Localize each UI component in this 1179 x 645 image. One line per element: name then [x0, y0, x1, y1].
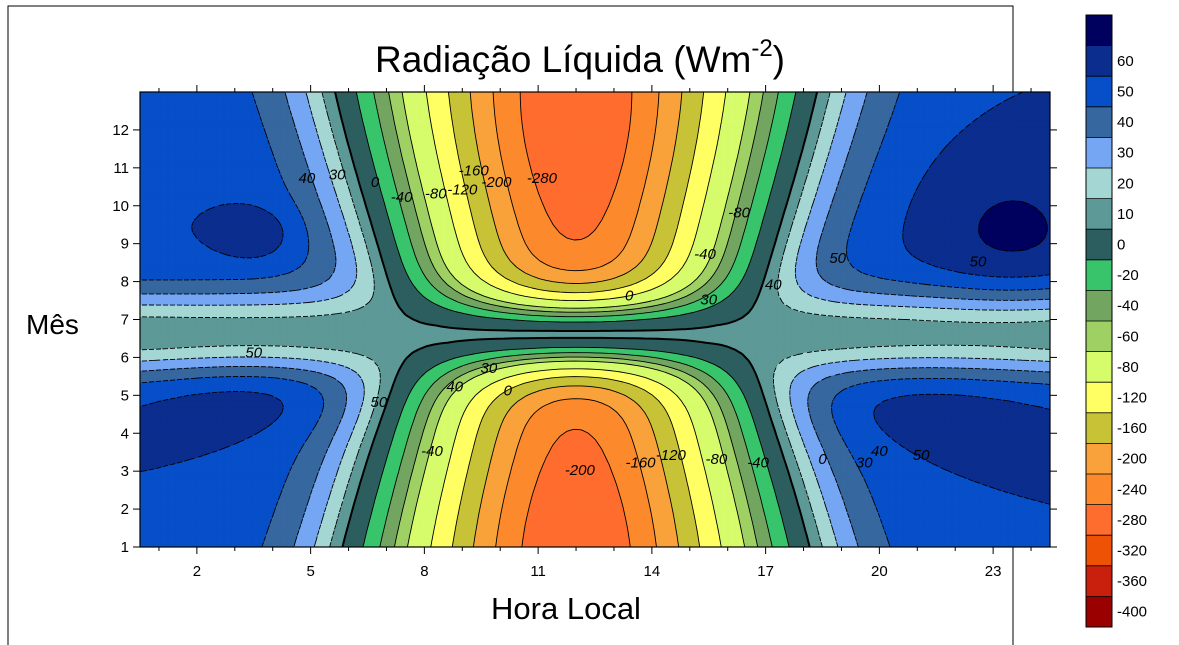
contour-label: -120 [447, 182, 478, 199]
legend-label: 0 [1117, 237, 1125, 254]
y-tick-label: 8 [121, 274, 129, 291]
x-tick-label: 5 [306, 563, 314, 580]
contour-label: 0 [625, 288, 634, 305]
legend-label: -60 [1117, 328, 1139, 345]
legend-label: -200 [1117, 451, 1147, 468]
legend-label: 30 [1117, 145, 1134, 162]
contour-label: 40 [298, 170, 315, 187]
y-tick-label: 6 [121, 349, 129, 366]
legend-swatch [1086, 107, 1112, 138]
legend-label: -160 [1117, 420, 1147, 437]
y-tick-label: 2 [121, 501, 129, 518]
contour-label: 40 [765, 276, 782, 293]
legend-label: -280 [1117, 512, 1147, 529]
x-axis-label: Hora Local [491, 591, 641, 626]
y-tick-label: 10 [112, 198, 129, 215]
contour-label: -40 [421, 443, 443, 460]
y-tick-label: 1 [121, 539, 129, 556]
legend-swatch [1086, 566, 1112, 597]
y-tick-label: 9 [121, 236, 129, 253]
legend-label: 20 [1117, 175, 1134, 192]
legend-swatch [1086, 46, 1112, 77]
y-tick-label: 5 [121, 387, 129, 404]
legend-swatch [1086, 290, 1112, 321]
x-tick-label: 8 [420, 563, 428, 580]
contour-label: 30 [329, 166, 346, 183]
legend-swatch [1086, 413, 1112, 444]
legend-swatch [1086, 321, 1112, 352]
legend-swatch [1086, 168, 1112, 199]
contour-label: -80 [728, 204, 750, 221]
contour-label: -40 [694, 246, 716, 263]
contour-label: -40 [747, 455, 769, 472]
contour-label: 50 [371, 394, 388, 411]
legend-label: 40 [1117, 114, 1134, 131]
contour-label: -280 [527, 170, 558, 187]
legend-swatch [1086, 535, 1112, 566]
x-tick-label: 20 [871, 563, 888, 580]
contour-plot-area [140, 92, 1050, 547]
y-tick-label: 4 [121, 425, 129, 442]
contour-label: 50 [970, 254, 987, 271]
contour-label: 50 [245, 345, 262, 362]
contour-label: -160 [625, 455, 656, 472]
contour-label: 50 [829, 250, 846, 267]
contour-label: -120 [656, 447, 687, 464]
contour-label: 0 [504, 383, 513, 400]
legend-swatch [1086, 199, 1112, 230]
legend-swatch [1086, 260, 1112, 291]
contour-label: -200 [565, 462, 596, 479]
contour-label: 40 [871, 443, 888, 460]
contour-label: 0 [371, 174, 380, 191]
contour-label: -80 [705, 451, 727, 468]
contour-label: 50 [913, 447, 930, 464]
legend-label: -120 [1117, 390, 1147, 407]
chart-title: Radiação Líquida (Wm-2) [375, 35, 785, 80]
legend-swatch [1086, 229, 1112, 260]
x-tick-label: 11 [530, 563, 546, 580]
legend-swatch [1086, 15, 1112, 46]
legend-swatch [1086, 596, 1112, 627]
legend-label: -40 [1117, 298, 1139, 315]
legend-label: -360 [1117, 573, 1147, 590]
contour-label: -80 [425, 185, 447, 202]
contour-label: 30 [480, 360, 497, 377]
contour-label: 30 [700, 292, 717, 309]
y-tick-label: 12 [112, 122, 129, 139]
legend-swatch [1086, 505, 1112, 536]
x-tick-label: 23 [985, 563, 1002, 580]
y-tick-label: 7 [121, 312, 129, 329]
legend-swatch [1086, 382, 1112, 413]
x-tick-label: 2 [193, 563, 201, 580]
legend-swatch [1086, 352, 1112, 383]
y-axis-label: Mês [26, 309, 79, 340]
contour-label: 0 [818, 451, 827, 468]
legend-label: -240 [1117, 481, 1147, 498]
contour-label: -160 [459, 163, 490, 180]
y-tick-label: 3 [121, 463, 129, 480]
legend-label: 10 [1117, 206, 1134, 223]
contour-label: 40 [446, 379, 463, 396]
legend-label: -80 [1117, 359, 1139, 376]
x-tick-label: 14 [644, 563, 661, 580]
legend-label: 60 [1117, 53, 1134, 70]
legend-label: -320 [1117, 543, 1147, 560]
legend-label: -400 [1117, 604, 1147, 621]
legend-label: 50 [1117, 84, 1134, 101]
legend-swatch [1086, 137, 1112, 168]
color-legend: -400-360-320-280-240-200-160-120-80-60-4… [1086, 15, 1147, 627]
x-tick-label: 17 [757, 563, 774, 580]
legend-label: -20 [1117, 267, 1139, 284]
contour-label: -40 [391, 189, 413, 206]
legend-swatch [1086, 474, 1112, 505]
legend-swatch [1086, 443, 1112, 474]
y-tick-label: 11 [113, 160, 129, 177]
legend-swatch [1086, 76, 1112, 107]
